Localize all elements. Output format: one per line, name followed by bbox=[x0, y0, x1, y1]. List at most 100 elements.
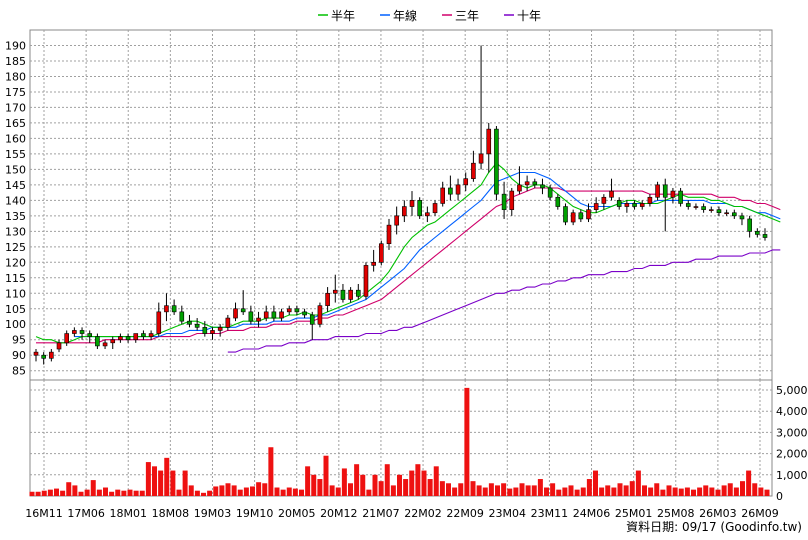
price-tick-label: 105 bbox=[5, 303, 26, 316]
volume-bar bbox=[678, 488, 684, 496]
candle-up bbox=[164, 305, 169, 313]
price-tick-label: 100 bbox=[5, 318, 26, 331]
volume-bar bbox=[29, 491, 35, 496]
volume-bar bbox=[133, 490, 139, 496]
volume-bar bbox=[691, 489, 696, 496]
candle-up bbox=[655, 184, 660, 198]
x-tick-label: 26M03 bbox=[699, 507, 737, 520]
candle-down bbox=[41, 354, 46, 359]
candle-down bbox=[716, 209, 722, 214]
volume-bar bbox=[556, 489, 562, 496]
volume-bar bbox=[256, 482, 262, 496]
legend-label: 半年 bbox=[331, 9, 355, 23]
volume-bar bbox=[660, 489, 666, 496]
candle-down bbox=[732, 212, 737, 217]
price-tick-label: 130 bbox=[5, 225, 26, 238]
candle-up bbox=[133, 333, 139, 341]
candle-down bbox=[555, 196, 561, 207]
candle-up bbox=[624, 203, 630, 207]
candle-up bbox=[110, 339, 116, 344]
candle-up bbox=[463, 178, 469, 186]
volume-bar bbox=[495, 485, 500, 496]
volume-bar bbox=[635, 470, 641, 496]
candle-up bbox=[708, 209, 714, 211]
volume-bar bbox=[458, 483, 464, 496]
volume-bar bbox=[427, 479, 433, 496]
candle-down bbox=[248, 311, 254, 322]
volume-bars bbox=[29, 387, 770, 496]
volume-bar bbox=[348, 483, 353, 496]
candle-up bbox=[325, 292, 330, 306]
volume-bar bbox=[237, 489, 243, 496]
candle-down bbox=[187, 320, 192, 325]
x-tick-label: 16M11 bbox=[25, 507, 63, 520]
volume-bar bbox=[623, 485, 629, 496]
volume-bar bbox=[464, 387, 470, 496]
price-y-axis: 85 90 95 100 105 110 115 120 125 130 135 140 145 150 1… bbox=[5, 39, 26, 377]
volume-bar bbox=[629, 481, 635, 496]
x-tick-label: 20M05 bbox=[278, 507, 316, 520]
volume-bar bbox=[213, 486, 219, 496]
candle-down bbox=[747, 218, 752, 232]
price-plot-area bbox=[29, 29, 773, 381]
volume-bar bbox=[715, 489, 721, 496]
candle-down bbox=[762, 234, 768, 238]
volume-bar bbox=[170, 470, 176, 496]
candlesticks bbox=[33, 45, 768, 365]
candle-up bbox=[225, 317, 231, 328]
candle-up bbox=[486, 128, 492, 155]
volume-bar bbox=[482, 487, 488, 496]
candle-up bbox=[210, 330, 215, 334]
candle-down bbox=[79, 330, 85, 334]
candle-down bbox=[532, 181, 538, 186]
volume-bar bbox=[697, 487, 703, 496]
price-tick-label: 120 bbox=[5, 256, 26, 269]
candle-up bbox=[279, 311, 284, 319]
legend-label: 三年 bbox=[455, 9, 479, 23]
volume-bar bbox=[96, 489, 102, 496]
candle-down bbox=[578, 212, 584, 220]
candle-down bbox=[701, 206, 706, 210]
candle-down bbox=[302, 311, 307, 316]
x-tick-label: 25M08 bbox=[657, 507, 695, 520]
candle-down bbox=[540, 184, 545, 189]
candle-up bbox=[332, 289, 338, 294]
x-tick-label: 22M02 bbox=[404, 507, 442, 520]
volume-bar bbox=[360, 474, 366, 496]
price-tick-label: 185 bbox=[5, 55, 26, 68]
price-tick-label: 165 bbox=[5, 117, 26, 130]
price-tick-label: 115 bbox=[5, 272, 26, 285]
volume-bar bbox=[525, 485, 531, 496]
volume-bar bbox=[329, 485, 335, 496]
candle-down bbox=[202, 327, 208, 334]
candle-down bbox=[678, 190, 683, 204]
candle-up bbox=[601, 196, 607, 204]
price-tick-label: 135 bbox=[5, 210, 26, 223]
candle-down bbox=[632, 203, 637, 207]
volume-bar bbox=[519, 483, 525, 496]
candle-down bbox=[95, 336, 100, 347]
volume-panel: 0 1,000 2,000 3,000 4,000 5,000 bbox=[29, 379, 808, 503]
volume-bar bbox=[341, 468, 347, 496]
volume-bar bbox=[335, 487, 341, 496]
candle-up bbox=[517, 184, 522, 192]
volume-bar bbox=[513, 487, 519, 496]
candle-down bbox=[547, 187, 553, 198]
volume-bar bbox=[354, 464, 360, 496]
candle-up bbox=[409, 200, 415, 207]
volume-bar bbox=[403, 479, 409, 496]
price-tick-label: 110 bbox=[5, 287, 26, 300]
volume-bar bbox=[727, 483, 733, 496]
volume-bar bbox=[709, 487, 715, 496]
candle-up bbox=[586, 209, 591, 220]
price-tick-label: 140 bbox=[5, 194, 26, 207]
volume-bar bbox=[378, 481, 384, 496]
year-ma-line bbox=[74, 171, 781, 338]
volume-bar bbox=[176, 489, 182, 496]
candle-up bbox=[156, 311, 162, 334]
candle-down bbox=[448, 187, 453, 195]
volume-bar bbox=[152, 466, 157, 496]
candle-up bbox=[49, 351, 54, 359]
candle-down bbox=[501, 193, 507, 210]
volume-bar bbox=[703, 485, 709, 496]
